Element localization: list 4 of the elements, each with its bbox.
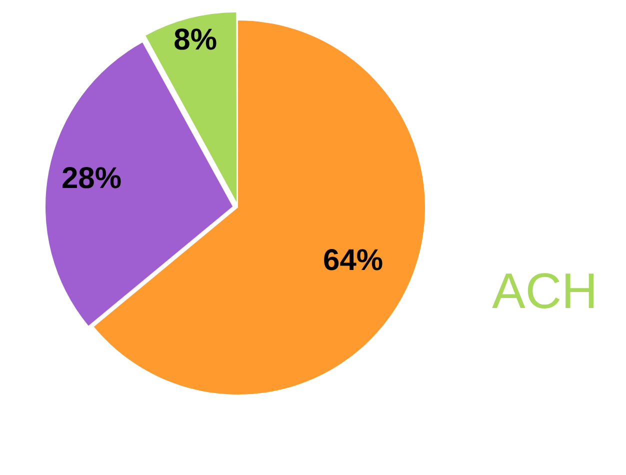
data-label: 8% — [174, 24, 218, 57]
data-label: 28% — [61, 162, 122, 195]
text: ACH — [492, 262, 598, 320]
data-label: 64% — [323, 244, 384, 277]
